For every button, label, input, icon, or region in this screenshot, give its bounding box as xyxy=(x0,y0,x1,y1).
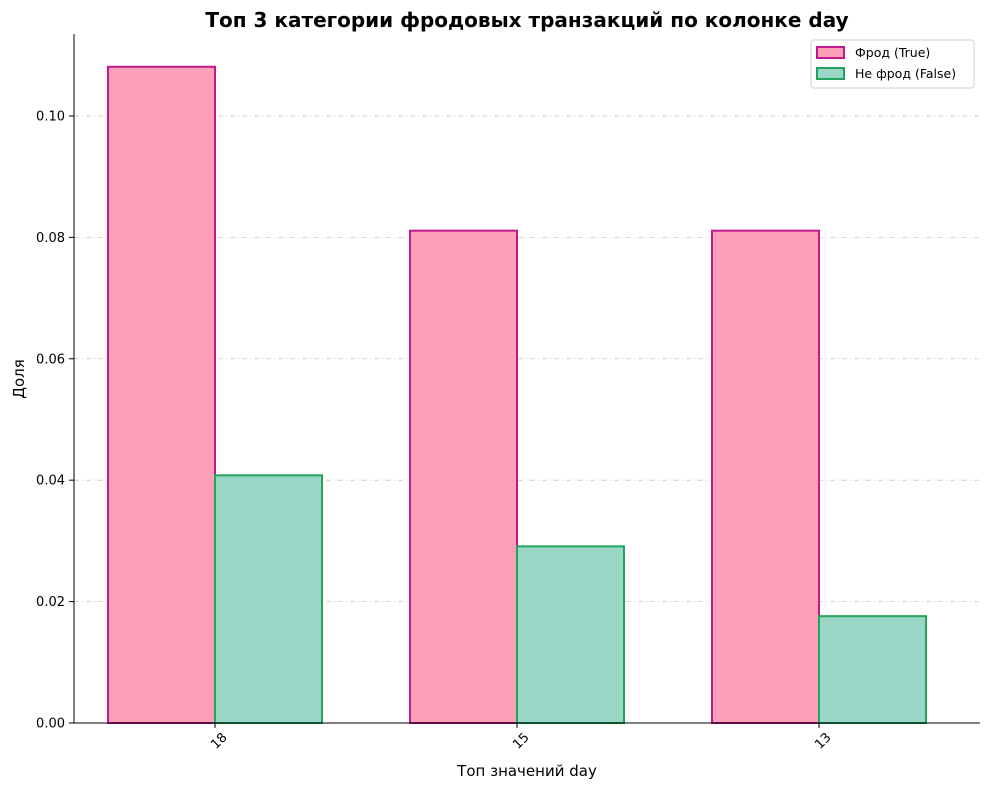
y-tick-label-1: 0.02 xyxy=(36,595,65,610)
legend-box xyxy=(810,39,975,89)
y-ticks: 0.00 0.02 0.04 0.06 0.08 0.10 xyxy=(36,109,74,732)
bar-series1-18 xyxy=(214,474,323,724)
legend-label-1: Не фрод (False) xyxy=(855,66,956,81)
legend-swatch-0 xyxy=(816,46,845,59)
bar-series1-15 xyxy=(516,545,625,724)
bar-series1-13 xyxy=(818,615,927,725)
y-tick-label-3: 0.06 xyxy=(36,352,65,367)
y-axis-label: Доля xyxy=(10,359,28,399)
x-tick-label-2: 13 xyxy=(812,730,834,752)
legend-label-0: Фрод (True) xyxy=(855,45,930,60)
bar-series0-13 xyxy=(711,229,820,725)
x-tick-label-1: 15 xyxy=(510,730,532,752)
axes xyxy=(73,34,980,724)
y-tick-label-4: 0.08 xyxy=(36,231,65,246)
y-tick-label-5: 0.10 xyxy=(36,109,65,124)
y-tick-label-2: 0.04 xyxy=(36,474,65,489)
bar-series0-15 xyxy=(409,229,518,725)
x-axis-label: Топ значений day xyxy=(456,762,597,780)
x-tick-label-0: 18 xyxy=(208,730,230,752)
legend-swatch-1 xyxy=(816,67,845,80)
x-ticks: 18 15 13 xyxy=(208,723,835,753)
chart-title: Топ 3 категории фродовых транзакций по к… xyxy=(205,8,848,32)
y-tick-label-0: 0.00 xyxy=(36,717,65,732)
bar-series0-18 xyxy=(107,65,216,724)
bars xyxy=(107,65,927,725)
legend: Фрод (True) Не фрод (False) xyxy=(810,39,975,89)
